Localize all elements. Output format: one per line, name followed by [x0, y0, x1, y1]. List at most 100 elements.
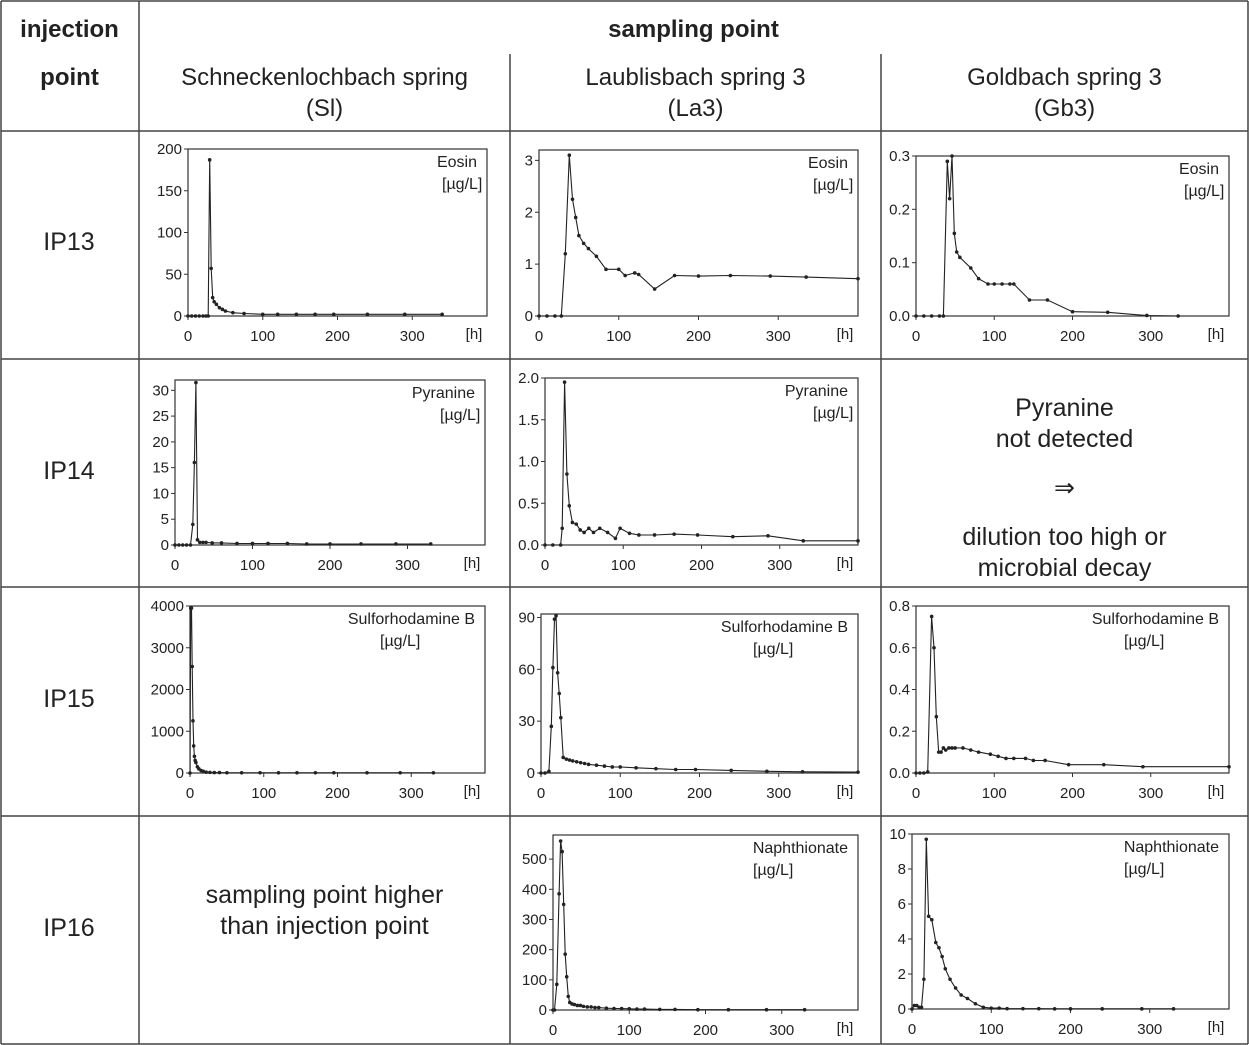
data-point: [766, 534, 770, 538]
chart-svg-ip14-la3: 0.0 0.5 1.0 1.5 2.0 0 100 200 300 [h] Pyranine [µg/…: [518, 370, 860, 574]
chart-ip13-gb3: 0.0 0.1 0.2 0.3 0 100 200 300 [h] Eosin [µg/L]: [882, 132, 1247, 358]
data-point: [594, 763, 599, 768]
data-point: [1012, 282, 1016, 286]
data-point: [657, 1007, 662, 1012]
data-point: [933, 940, 938, 945]
data-point: [394, 542, 398, 546]
data-point: [996, 754, 1000, 759]
data-point: [768, 274, 773, 278]
data-point: [968, 266, 973, 270]
data-point: [635, 1007, 639, 1011]
y-tick-label: 25: [152, 408, 169, 425]
unit-label: [µg/L]: [440, 407, 480, 424]
x-tick-label: 100: [240, 557, 265, 574]
data-point: [922, 977, 926, 982]
data-point: [1100, 1007, 1104, 1011]
x-tick-label: 200: [689, 557, 714, 574]
data-point: [223, 309, 228, 313]
data-point: [800, 769, 805, 774]
x-tick-label: 0: [535, 328, 543, 345]
data-point: [619, 1006, 624, 1011]
data-point: [654, 766, 658, 771]
data-point: [954, 250, 959, 254]
injection-header-line1: injection: [20, 16, 119, 43]
data-point: [918, 771, 922, 775]
data-point: [623, 273, 627, 278]
y-tick-label: 0.0: [889, 765, 910, 782]
data-point: [177, 543, 181, 547]
y-tick-label: 0.0: [518, 537, 539, 554]
x-tick-label: 0: [184, 328, 192, 345]
y-tick-label: 0.3: [889, 148, 910, 165]
x-tick-label: 200: [1058, 1021, 1083, 1038]
data-point: [627, 1006, 632, 1011]
data-point: [212, 770, 217, 775]
data-point: [359, 542, 363, 546]
data-point: [593, 1005, 597, 1010]
chart-svg-ip13-gb3: 0.0 0.1 0.2 0.3 0 100 200 300 [h] Eosin [µg/L]: [889, 148, 1230, 345]
data-point: [578, 1003, 583, 1008]
data-point: [208, 770, 212, 775]
data-point: [332, 770, 336, 775]
data-point: [555, 670, 560, 675]
x-tick-label: 200: [1060, 328, 1085, 345]
data-point: [428, 542, 433, 546]
data-point: [997, 1006, 1001, 1010]
unit-label: [µg/L]: [442, 176, 482, 193]
data-point: [195, 538, 200, 542]
data-point: [947, 746, 951, 750]
y-tick-label: 3000: [151, 640, 184, 657]
data-point: [365, 312, 370, 317]
data-point: [577, 233, 581, 238]
data-point: [929, 314, 934, 318]
data-point: [1105, 310, 1110, 315]
chart-svg-ip13-la3: 0 1 2 3 0 100 200 300 [h] Eosin [µg/L]: [525, 149, 860, 345]
data-point: [992, 282, 997, 286]
data-point: [193, 314, 198, 318]
data-point: [558, 839, 563, 843]
y-tick-label: 15: [152, 460, 169, 477]
data-point: [952, 231, 957, 236]
data-point: [943, 966, 948, 971]
unit-label: [µg/L]: [813, 405, 853, 422]
data-point: [565, 472, 569, 476]
data-point: [578, 760, 583, 765]
tracer-label: Naphthionate: [753, 840, 848, 857]
data-point: [604, 267, 608, 272]
data-point: [184, 543, 189, 547]
data-point: [636, 272, 641, 277]
data-point: [1070, 309, 1075, 314]
chart-ip15-sl: 0 1000 2000 3000 4000 0 100 200 300 [h] Sulforhoda…: [140, 588, 508, 815]
series-line: [188, 159, 443, 317]
data-point: [551, 543, 555, 547]
data-point: [652, 533, 657, 537]
chart-ip13-sl: 0 50 100 150 200 0 100 200 300 [h] Eosin [µg/L]: [140, 132, 508, 358]
data-point: [365, 770, 369, 775]
data-point: [804, 275, 808, 279]
data-point: [567, 758, 572, 762]
tracer-label: Eosin: [437, 154, 477, 171]
data-point: [561, 902, 566, 907]
data-point: [190, 664, 195, 669]
y-tick-label: 1000: [151, 723, 184, 740]
data-point: [575, 1003, 580, 1008]
note-not-detected: not detected: [995, 425, 1134, 453]
y-tick-label: 3: [525, 152, 533, 169]
y-tick-label: 0.2: [889, 723, 910, 740]
row-label-ip16: IP16: [43, 914, 95, 942]
series-line: [916, 155, 1179, 317]
y-tick-label: 0.4: [889, 682, 910, 699]
y-tick-label: 1.0: [518, 454, 539, 471]
y-tick-label: 2.0: [518, 370, 539, 387]
tracer-label: Sulforhodamine B: [721, 619, 848, 636]
unit-label: [µg/L]: [380, 633, 420, 650]
data-point: [764, 1007, 769, 1012]
data-point: [567, 153, 572, 157]
data-point: [581, 1004, 586, 1009]
data-point: [613, 536, 618, 541]
x-tick-label: 100: [608, 785, 633, 802]
data-point: [953, 986, 958, 990]
chart-ip15-gb3: 0.0 0.2 0.4 0.6 0.8 0 100 200 300 [h] Sulforhodami…: [882, 588, 1247, 815]
x-axis-label: [h]: [1208, 1019, 1225, 1036]
